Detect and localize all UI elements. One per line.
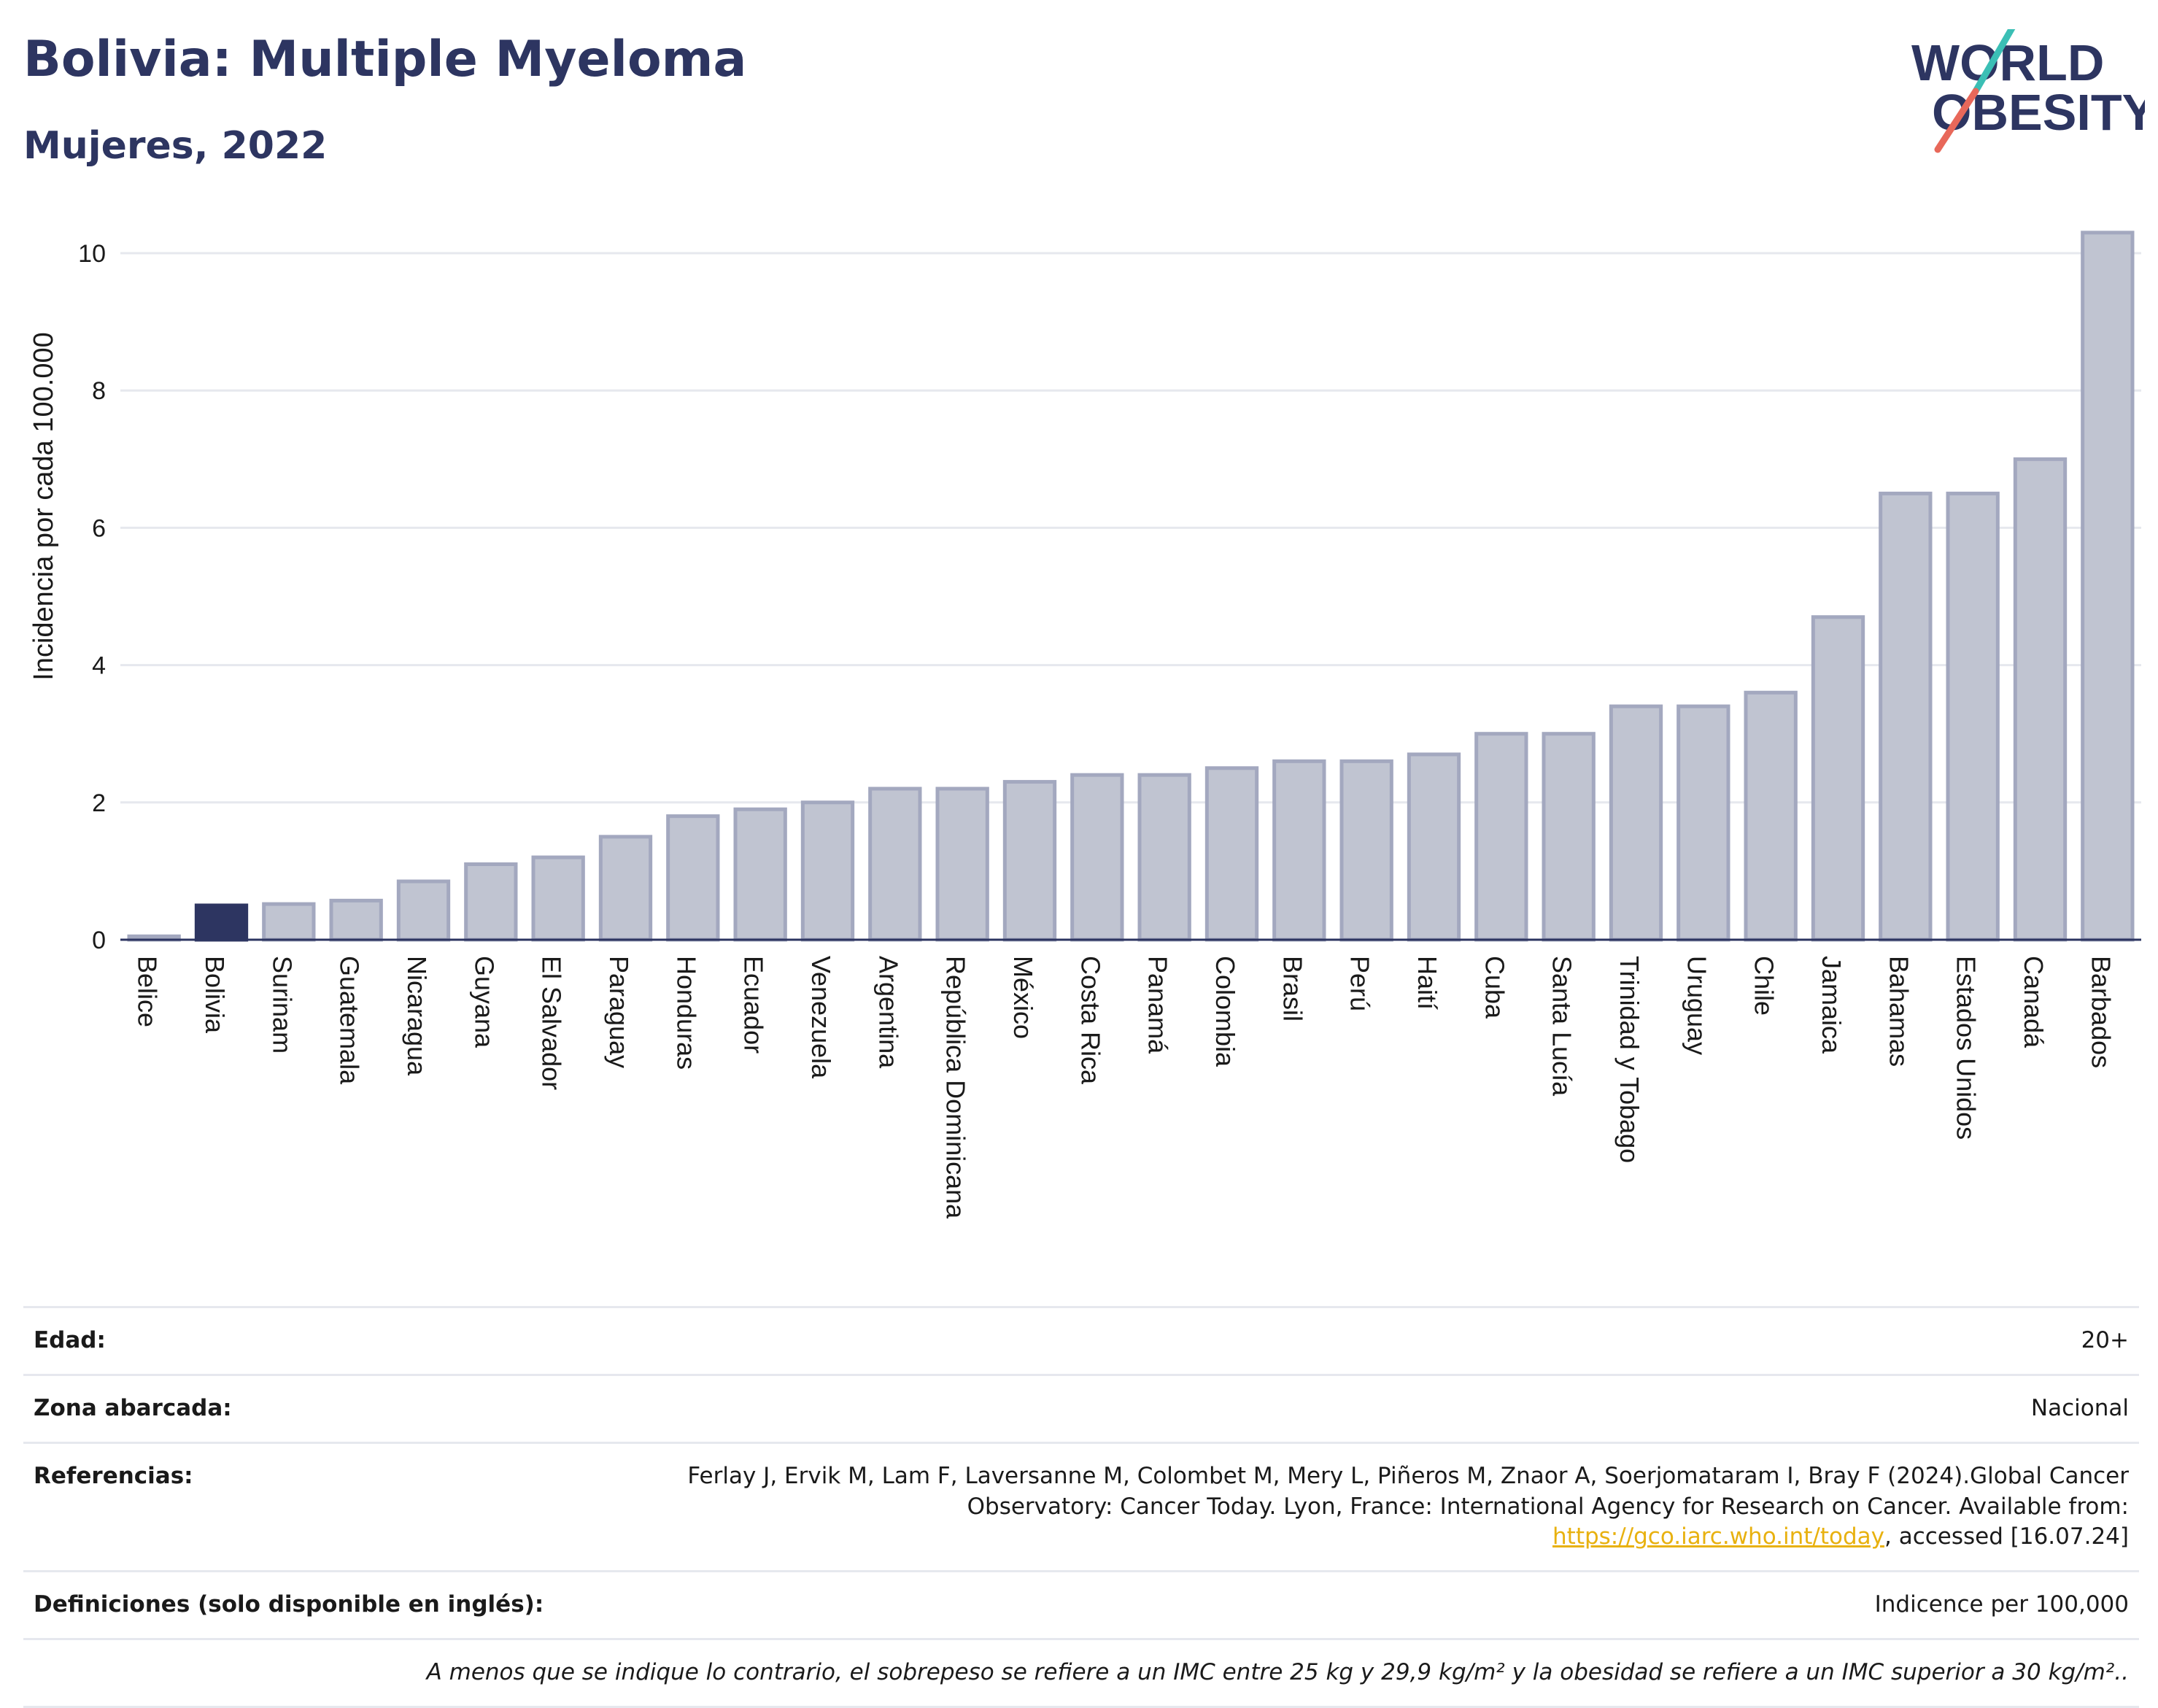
bar-guatemala xyxy=(329,898,383,942)
bar-trinidad-y-tobago xyxy=(1609,704,1663,942)
x-tick-label: Paraguay xyxy=(604,956,634,1068)
bar-uruguay xyxy=(1676,704,1730,942)
x-tick-label: Estados Unidos xyxy=(1952,956,1981,1140)
x-tick-label: Belice xyxy=(133,956,163,1027)
bar-paraguay xyxy=(598,835,653,942)
bar-canad- xyxy=(2013,457,2068,942)
age-value: 20+ xyxy=(658,1306,2139,1375)
logo-slash-teal xyxy=(1972,29,2016,95)
bar-nicaragua xyxy=(396,879,451,942)
y-tick-label: 10 xyxy=(78,240,106,268)
meta-row-definitions: Definiciones (solo disponible en inglés)… xyxy=(23,1570,2139,1639)
x-tick-label: Cuba xyxy=(1480,956,1509,1019)
bar-jamaica xyxy=(1811,615,1865,942)
y-tick-label: 8 xyxy=(92,377,106,405)
bar-ecuador xyxy=(733,807,787,942)
bar-barbados xyxy=(2081,231,2135,942)
x-tick-label: Honduras xyxy=(671,956,701,1070)
x-tick-label: El Salvador xyxy=(537,956,567,1090)
bar-bolivia xyxy=(194,903,249,942)
bar-venezuela xyxy=(800,800,855,942)
world-obesity-logo: WORLD OBESITY xyxy=(1911,29,2145,153)
zone-value: Nacional xyxy=(658,1373,2139,1443)
references-label: Referencias: xyxy=(23,1441,658,1572)
page-subtitle: Mujeres, 2022 xyxy=(23,124,328,168)
meta-row-age: Edad: 20+ xyxy=(23,1306,2139,1375)
x-tick-label: Jamaica xyxy=(1817,956,1846,1054)
bar-guyana xyxy=(464,862,518,942)
meta-row-note: A menos que se indique lo contrario, el … xyxy=(23,1638,2139,1708)
x-tick-label: Brasil xyxy=(1277,956,1307,1021)
bar-el-salvador xyxy=(531,855,585,942)
age-label: Edad: xyxy=(23,1306,658,1375)
x-tick-label: Colombia xyxy=(1210,956,1240,1067)
x-tick-label: México xyxy=(1008,956,1038,1039)
references-value: Ferlay J, Ervik M, Lam F, Laversanne M, … xyxy=(658,1441,2139,1572)
x-tick-label: Venezuela xyxy=(806,956,836,1079)
bar-bahamas xyxy=(1879,491,1933,942)
x-tick-label: Chile xyxy=(1749,956,1779,1016)
definitions-value: Indicence per 100,000 xyxy=(658,1570,2139,1639)
x-axis-ticks: Belice Bolivia Surinam Guatemala Nicaragua Gu… xyxy=(133,956,2116,1219)
x-tick-label: Guatemala xyxy=(335,956,365,1085)
metadata-table: Edad: 20+ Zona abarcada: Nacional Refere… xyxy=(23,1306,2139,1708)
x-tick-label: República Dominicana xyxy=(941,956,971,1219)
bar-brasil xyxy=(1272,759,1326,942)
bar-santa-luc-a xyxy=(1542,732,1596,942)
x-tick-label: Santa Lucía xyxy=(1547,956,1577,1097)
x-tick-label: Bolivia xyxy=(200,956,230,1034)
references-text: Ferlay J, Ervik M, Lam F, Laversanne M, … xyxy=(687,1462,2129,1520)
bar-hait- xyxy=(1407,752,1461,942)
x-tick-label: Nicaragua xyxy=(402,956,432,1076)
y-axis-ticks: 0 2 4 6 8 10 xyxy=(78,240,106,954)
y-axis-label: Incidencia por cada 100.000 xyxy=(28,332,59,680)
y-tick-label: 6 xyxy=(92,514,106,542)
bar-rep-blica-dominicana xyxy=(935,787,989,942)
meta-row-references: Referencias: Ferlay J, Ervik M, Lam F, L… xyxy=(23,1441,2139,1572)
x-tick-label: Guyana xyxy=(469,956,499,1048)
bar-honduras xyxy=(666,814,720,942)
bar-panam- xyxy=(1137,773,1191,942)
bar-m-xico xyxy=(1002,780,1057,942)
y-tick-label: 2 xyxy=(92,789,106,817)
x-tick-label: Surinam xyxy=(267,956,297,1054)
x-tick-label: Costa Rica xyxy=(1075,956,1105,1085)
page-title: Bolivia: Multiple Myeloma xyxy=(23,31,747,88)
references-accessed: , accessed [16.07.24] xyxy=(1884,1523,2129,1550)
grid-lines xyxy=(120,252,2141,804)
bar-estados-unidos xyxy=(1946,491,2000,942)
x-tick-label: Panamá xyxy=(1143,956,1173,1054)
x-tick-label: Barbados xyxy=(2086,956,2116,1068)
bar-chile xyxy=(1744,690,1798,942)
bar-surinam xyxy=(262,902,316,942)
y-tick-label: 4 xyxy=(92,652,106,680)
bar-chart: 0 2 4 6 8 10 Belice Bolivia Surinam Guatemala Nic… xyxy=(28,231,2141,1219)
zone-label: Zona abarcada: xyxy=(23,1373,658,1443)
bar-per- xyxy=(1339,759,1393,942)
logo-slash-coral xyxy=(1934,88,1979,153)
x-tick-label: Haití xyxy=(1412,956,1442,1010)
references-link[interactable]: https://gco.iarc.who.int/today xyxy=(1552,1523,1884,1550)
x-tick-label: Trinidad y Tobago xyxy=(1614,956,1644,1163)
bar-cuba xyxy=(1474,732,1528,942)
x-tick-label: Perú xyxy=(1345,956,1375,1011)
logo-text-world: WORLD xyxy=(1911,34,2104,91)
meta-row-zone: Zona abarcada: Nacional xyxy=(23,1373,2139,1443)
bars xyxy=(127,231,2135,942)
x-tick-label: Ecuador xyxy=(739,956,769,1054)
x-tick-label: Canadá xyxy=(2019,956,2049,1048)
definitions-label: Definiciones (solo disponible en inglés)… xyxy=(23,1570,658,1639)
x-tick-label: Argentina xyxy=(873,956,903,1069)
obesity-note: A menos que se indique lo contrario, el … xyxy=(23,1638,2139,1708)
x-tick-label: Uruguay xyxy=(1682,956,1712,1055)
bar-argentina xyxy=(868,787,922,942)
bar-costa-rica xyxy=(1070,773,1124,942)
y-tick-label: 0 xyxy=(92,927,106,954)
bar-colombia xyxy=(1204,766,1259,942)
logo-text-obesity: OBESITY xyxy=(1932,84,2145,141)
x-tick-label: Bahamas xyxy=(1884,956,1914,1067)
